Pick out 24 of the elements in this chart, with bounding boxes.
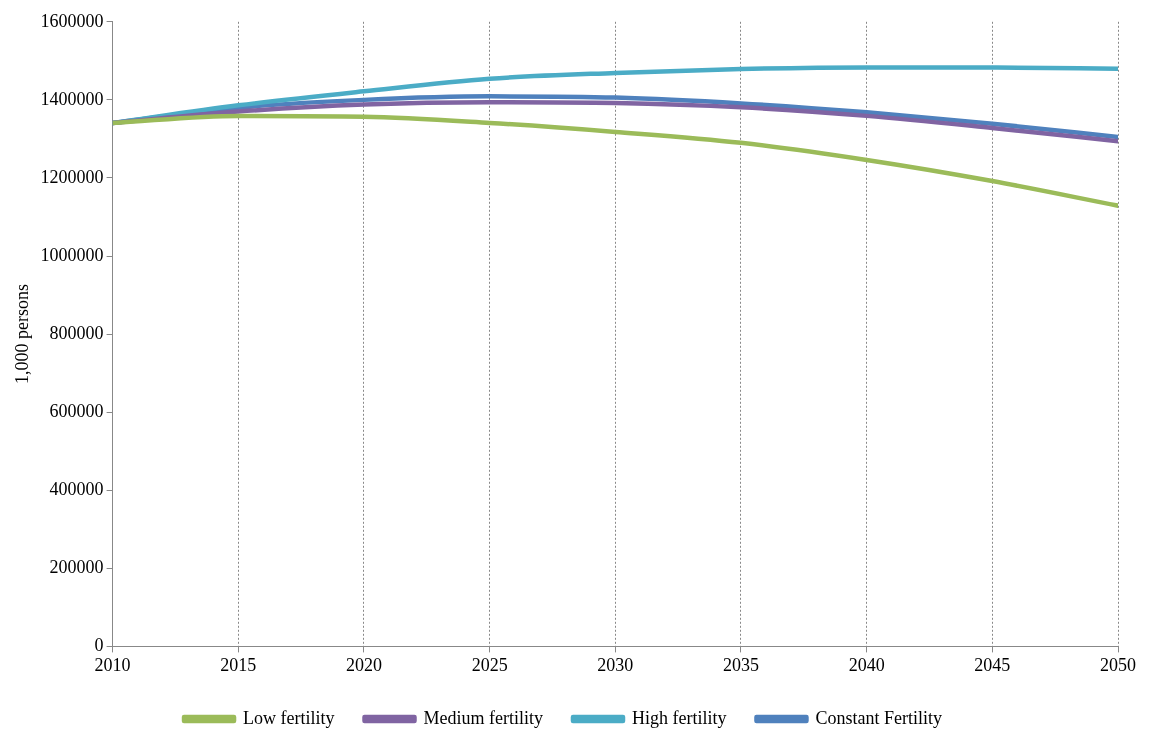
legend-label: Constant Fertility (815, 707, 942, 728)
legend-label: High fertility (631, 707, 727, 728)
y-tick-label: 800000 (49, 322, 104, 343)
y-tick-label: 0 (94, 635, 104, 656)
x-tick-label: 2040 (848, 654, 885, 675)
x-tick-label: 2045 (974, 654, 1011, 675)
y-tick-label: 600000 (49, 400, 104, 421)
x-tick-label: 2010 (94, 654, 131, 675)
x-tick-label: 2020 (345, 654, 382, 675)
y-tick-label: 1000000 (40, 244, 104, 265)
y-tick-label: 1600000 (40, 10, 104, 31)
x-tick-label: 2025 (471, 654, 508, 675)
y-tick-label: 1200000 (40, 166, 104, 187)
x-tick-label: 2050 (1100, 654, 1136, 675)
line-series (112, 113, 1118, 208)
y-tick-label: 400000 (49, 478, 104, 499)
y-tick-label: 200000 (49, 557, 104, 578)
x-tick-label: 2030 (597, 654, 634, 675)
legend-label: Low fertility (243, 707, 335, 728)
legend-label: Medium fertility (423, 707, 543, 728)
y-axis-title: 1,000 persons (11, 284, 32, 385)
x-tick-label: 2015 (220, 654, 257, 675)
x-tick-label: 2035 (722, 654, 759, 675)
y-tick-label: 1400000 (40, 88, 104, 109)
